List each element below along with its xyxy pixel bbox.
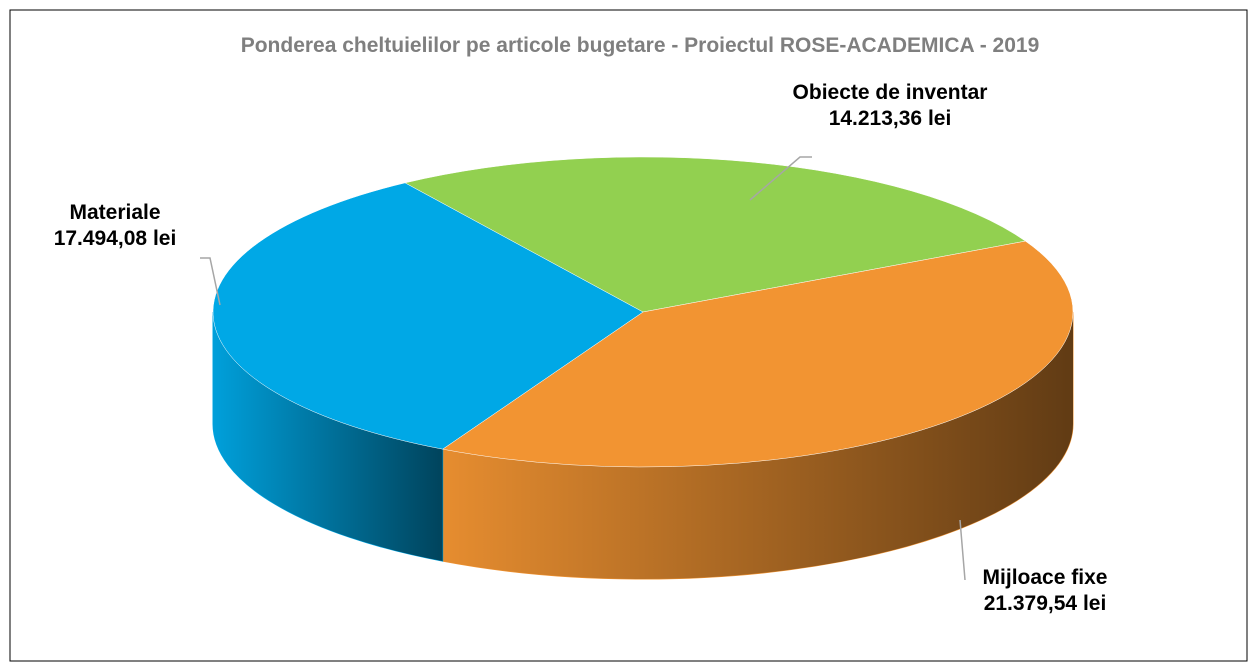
data-label: Materiale 17.494,08 lei [15,200,215,253]
leader-line [749,156,812,201]
side-shade [442,312,1074,579]
category-label: Materiale [69,201,161,224]
side-shade [212,312,443,562]
slice [212,182,644,450]
leader-line [959,519,966,581]
chart-title: Ponderea cheltuielilor pe articole buget… [240,34,1040,57]
data-label: Mijloace fixe 21.379,54 lei [960,565,1130,618]
slice [442,240,1074,468]
frame [9,9,1248,662]
data-label: Obiecte de inventar 14.213,36 lei [790,80,990,133]
category-label: Obiecte de inventar [792,81,988,104]
leader-line [200,257,221,306]
value-label: 14.213,36 lei [828,107,952,131]
slice [404,156,1027,313]
category-label: Mijloace fixe [982,566,1108,589]
value-label: 21.379,54 lei [983,592,1107,616]
value-label: 17.494,08 lei [53,227,177,251]
